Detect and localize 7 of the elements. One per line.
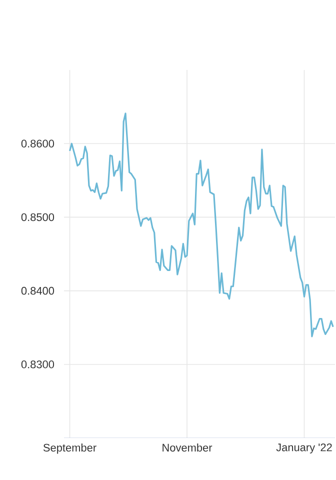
x-tick-label: January '22 [276, 444, 332, 454]
y-tick-label: 0.8500 [22, 213, 54, 222]
x-tick-label: November [162, 444, 212, 452]
y-tick-label: 0.8600 [22, 140, 54, 148]
x-tick-label: September [44, 444, 97, 454]
y-tick-label: 0.8400 [22, 286, 54, 295]
y-tick-label: 0.8300 [22, 360, 54, 368]
